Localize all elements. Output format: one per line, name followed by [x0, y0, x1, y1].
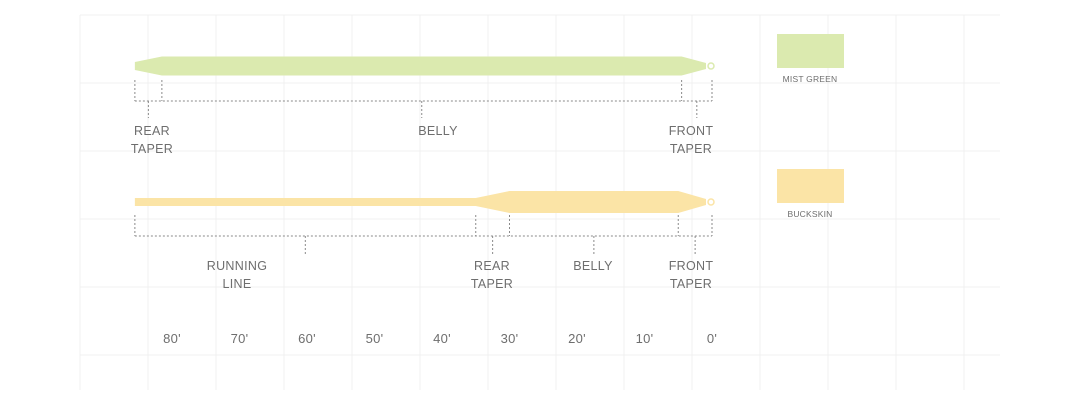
axis-tick-label: 20' [568, 331, 586, 346]
buckskin-belly-label: BELLY [573, 259, 613, 273]
mist-green-section-brackets [134, 80, 713, 118]
buckskin-section-brackets [134, 215, 713, 254]
mist-green-front-taper-label: FRONT TAPER [668, 124, 714, 156]
axis-tick-label: 50' [365, 331, 384, 346]
axis-tick-label: 60' [298, 331, 316, 346]
axis-tick-label: 10' [635, 331, 654, 346]
buckskin-swatch [777, 169, 844, 203]
buckskin-running-line-label: RUNNING LINE [206, 259, 268, 291]
mist-green-line-shape [134, 56, 706, 76]
buckskin-swatch-label: BUCKSKIN [787, 209, 833, 219]
buckskin-welded-loop [707, 198, 715, 206]
buckskin-rear-taper-label: REAR TAPER [470, 259, 514, 291]
axis-tick-label: 40' [433, 331, 451, 346]
axis-tick-label: 80' [163, 331, 181, 346]
axis-tick-label: 30' [500, 331, 519, 346]
mist-green-swatch [777, 34, 844, 68]
buckskin-front-taper-label: FRONT TAPER [668, 259, 714, 291]
mist-green-swatch-label: MIST GREEN [782, 74, 838, 84]
mist-green-rear-taper-label: REAR TAPER [130, 124, 174, 156]
mist-green-belly-label: BELLY [418, 124, 458, 138]
axis-tick-label: 0' [706, 331, 718, 346]
buckskin-line-shape [134, 191, 706, 213]
mist-green-welded-loop [707, 62, 715, 70]
axis-tick-label: 70' [230, 331, 249, 346]
